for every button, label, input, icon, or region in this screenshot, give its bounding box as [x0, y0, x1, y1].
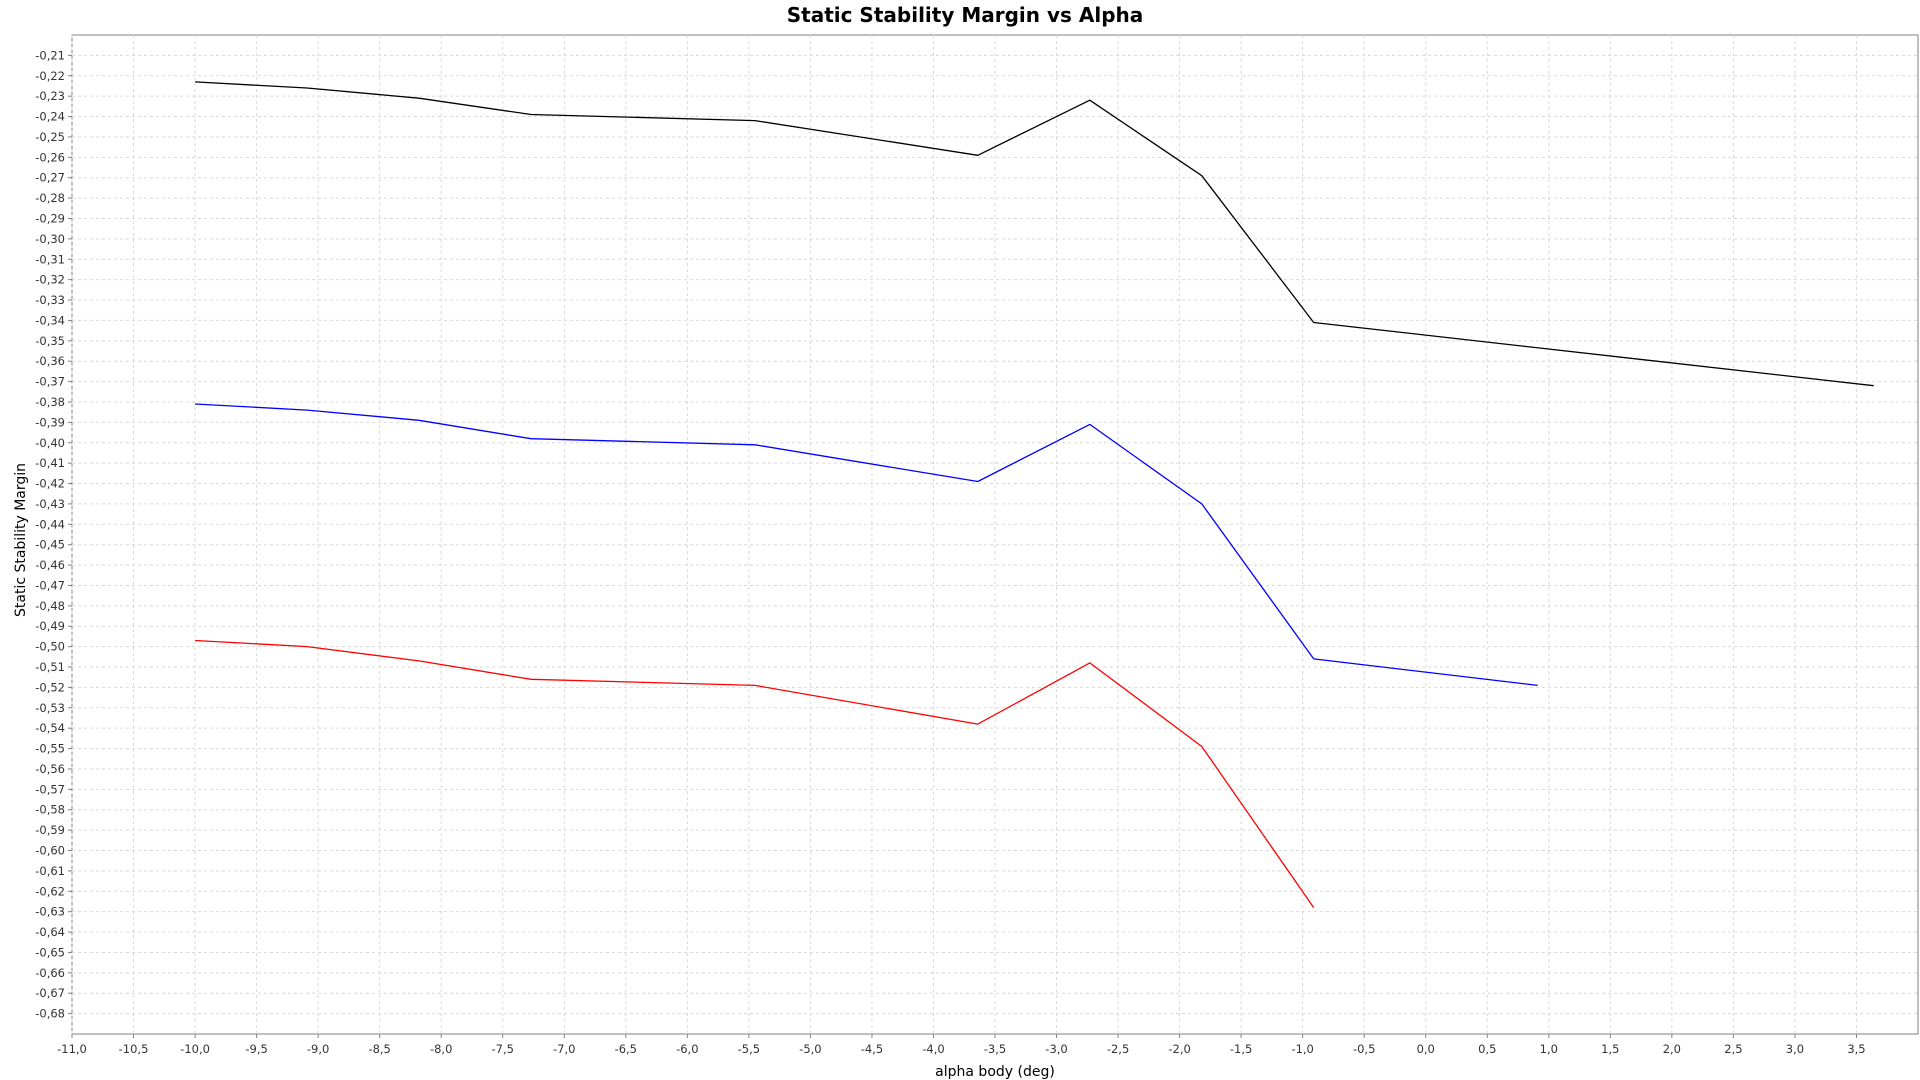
y-tick-label: -0,23: [35, 89, 65, 103]
x-tick-label: -1,5: [1230, 1042, 1252, 1056]
y-tick-label: -0,22: [35, 69, 65, 83]
x-tick-label: -6,5: [615, 1042, 637, 1056]
y-tick-label: -0,45: [35, 538, 65, 552]
y-tick-label: -0,64: [35, 925, 65, 939]
x-tick-label: -2,5: [1107, 1042, 1129, 1056]
x-tick-label: 0,5: [1478, 1042, 1496, 1056]
y-tick-label: -0,59: [35, 823, 65, 837]
y-tick-label: -0,61: [35, 864, 65, 878]
y-tick-label: -0,49: [35, 619, 65, 633]
y-tick-label: -0,29: [35, 211, 65, 225]
x-tick-label: -5,5: [738, 1042, 760, 1056]
grid-lines: [71, 35, 1918, 1034]
y-tick-label: -0,53: [35, 701, 65, 715]
series-line-3: [195, 639, 1315, 908]
x-tick-label: -6,0: [676, 1042, 698, 1056]
y-tick-label: -0,67: [35, 986, 65, 1000]
y-tick-label: -0,43: [35, 497, 65, 511]
x-tick-label: -9,5: [245, 1042, 267, 1056]
chart-title: Static Stability Margin vs Alpha: [787, 3, 1144, 27]
y-tick-label: -0,66: [35, 966, 65, 980]
y-tick-label: -0,40: [35, 436, 65, 450]
y-tick-label: -0,37: [35, 375, 65, 389]
y-tick-label: -0,51: [35, 660, 65, 674]
x-axis-label: alpha body (deg): [935, 1064, 1055, 1080]
y-tick-label: -0,33: [35, 293, 65, 307]
x-tick-label: 1,5: [1601, 1042, 1619, 1056]
x-tick-label: -3,5: [984, 1042, 1006, 1056]
x-tick-label: -10,5: [119, 1042, 149, 1056]
y-tick-label: -0,62: [35, 884, 65, 898]
y-tick-label: -0,24: [35, 110, 65, 124]
y-axis-ticks: -0,21 -0,22 -0,23 -0,24 -0,25 -0,26 -0,27 -0,28…: [35, 48, 72, 1021]
y-axis-label: Static Stability Margin: [13, 463, 29, 617]
y-tick-label: -0,50: [35, 640, 65, 654]
y-tick-label: -0,47: [35, 578, 65, 592]
series-line-1: [195, 81, 1874, 387]
x-tick-label: -9,0: [307, 1042, 329, 1056]
y-tick-label: -0,25: [35, 130, 65, 144]
y-tick-label: -0,41: [35, 456, 65, 470]
x-tick-label: -10,0: [180, 1042, 210, 1056]
x-tick-label: -4,0: [922, 1042, 944, 1056]
y-tick-label: -0,21: [35, 48, 65, 62]
x-tick-label: 3,0: [1786, 1042, 1804, 1056]
x-tick-label: -7,5: [492, 1042, 514, 1056]
y-tick-label: -0,60: [35, 844, 65, 858]
y-tick-label: -0,58: [35, 803, 65, 817]
x-axis-ticks: -11,0 -10,5 -10,0 -9,5 -9,0 -8,5 -8,0 -7,5 -7,0 -…: [57, 1034, 1866, 1056]
y-tick-label: -0,52: [35, 680, 65, 694]
x-tick-label: -8,5: [368, 1042, 390, 1056]
x-tick-label: 2,5: [1724, 1042, 1742, 1056]
y-tick-label: -0,39: [35, 415, 65, 429]
y-tick-label: -0,63: [35, 905, 65, 919]
y-tick-label: -0,57: [35, 782, 65, 796]
x-tick-label: 2,0: [1663, 1042, 1681, 1056]
series-line-2: [195, 403, 1538, 687]
y-tick-label: -0,27: [35, 171, 65, 185]
x-tick-label: -4,5: [861, 1042, 883, 1056]
x-tick-label: -7,0: [553, 1042, 575, 1056]
y-tick-label: -0,31: [35, 252, 65, 266]
x-tick-label: -5,0: [799, 1042, 821, 1056]
x-tick-label: -2,0: [1168, 1042, 1190, 1056]
x-tick-label: -8,0: [430, 1042, 452, 1056]
y-tick-label: -0,55: [35, 742, 65, 756]
y-tick-label: -0,42: [35, 477, 65, 491]
y-tick-label: -0,56: [35, 762, 65, 776]
x-tick-label: -0,5: [1353, 1042, 1375, 1056]
y-tick-label: -0,36: [35, 354, 65, 368]
y-tick-label: -0,35: [35, 334, 65, 348]
y-tick-label: -0,34: [35, 313, 65, 327]
x-tick-label: 3,5: [1847, 1042, 1865, 1056]
y-tick-label: -0,48: [35, 599, 65, 613]
y-tick-label: -0,26: [35, 150, 65, 164]
y-tick-label: -0,38: [35, 395, 65, 409]
x-tick-label: -11,0: [57, 1042, 87, 1056]
y-tick-label: -0,65: [35, 945, 65, 959]
y-tick-label: -0,68: [35, 1007, 65, 1021]
x-tick-label: 0,0: [1417, 1042, 1435, 1056]
y-tick-label: -0,54: [35, 721, 65, 735]
y-tick-label: -0,44: [35, 517, 65, 531]
y-tick-label: -0,32: [35, 273, 65, 287]
series-lines: [195, 81, 1874, 908]
y-tick-label: -0,30: [35, 232, 65, 246]
x-tick-label: 1,0: [1540, 1042, 1558, 1056]
x-tick-label: -1,0: [1291, 1042, 1313, 1056]
x-tick-label: -3,0: [1045, 1042, 1067, 1056]
y-tick-label: -0,28: [35, 191, 65, 205]
y-tick-label: -0,46: [35, 558, 65, 572]
